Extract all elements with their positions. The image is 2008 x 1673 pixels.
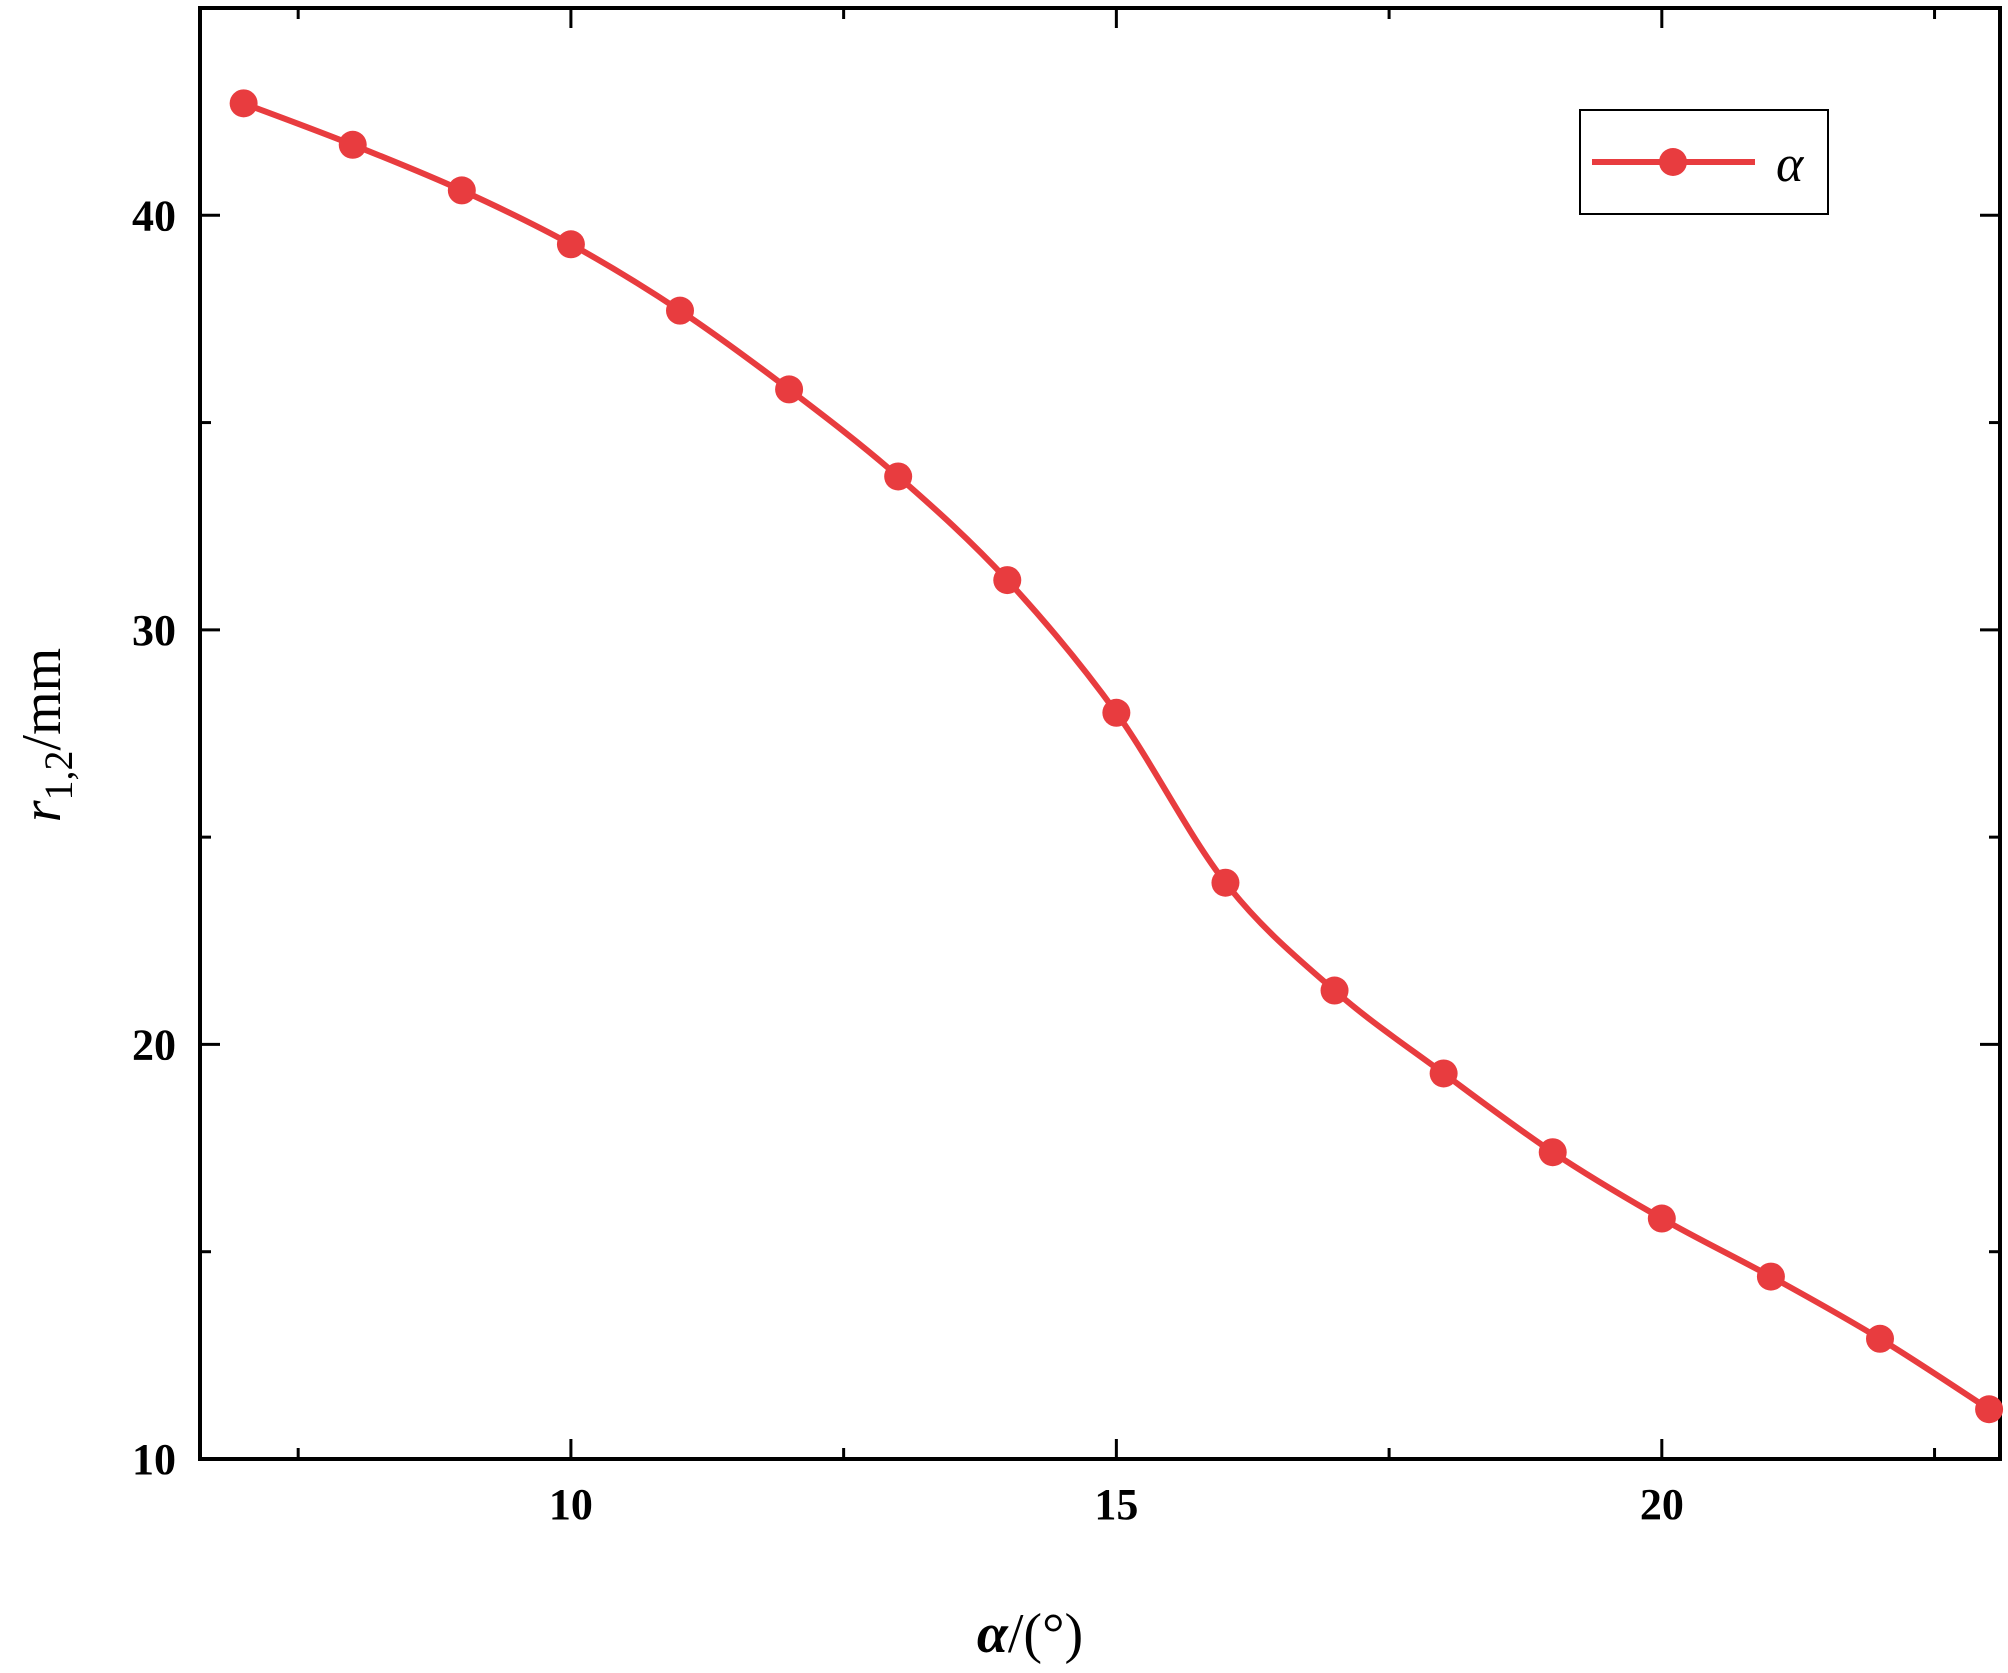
data-point xyxy=(993,566,1022,595)
data-point xyxy=(1102,698,1131,727)
data-point xyxy=(1647,1204,1676,1233)
data-point xyxy=(1538,1138,1567,1167)
data-point xyxy=(1429,1059,1458,1088)
legend-marker-swatch xyxy=(1659,148,1687,176)
plot-area xyxy=(198,6,2002,1461)
series-group xyxy=(229,89,2004,1424)
x-tick-label: 15 xyxy=(1094,1480,1138,1529)
y-tick-label: 10 xyxy=(132,1435,176,1484)
x-axis-symbol: α xyxy=(977,1603,1009,1665)
x-axis-title: α/(°) xyxy=(977,1603,1083,1665)
data-point xyxy=(1211,868,1240,897)
legend-entry-label: α xyxy=(1776,136,1805,193)
legend: α xyxy=(1579,109,1829,215)
data-point xyxy=(884,462,913,491)
axis-ticks: 10 15 20 10 20 30 40 xyxy=(132,8,2000,1529)
y-axis-symbol: r xyxy=(11,800,73,822)
data-point xyxy=(447,176,476,205)
series-line xyxy=(242,100,1991,1412)
y-tick-label: 20 xyxy=(132,1020,176,1069)
y-tick-label: 30 xyxy=(132,606,176,655)
data-point xyxy=(229,89,258,118)
plot-frame xyxy=(198,6,2002,1461)
data-point xyxy=(1866,1324,1894,1353)
y-axis-unit: /mm xyxy=(11,648,73,751)
x-axis-unit: /(°) xyxy=(1008,1603,1083,1665)
data-point xyxy=(775,375,804,404)
x-tick-label: 20 xyxy=(1640,1480,1684,1529)
y-tick-label: 40 xyxy=(132,191,176,240)
data-point xyxy=(1320,976,1349,1005)
y-axis-title: r1,2/mm xyxy=(11,648,81,822)
x-tick-label: 10 xyxy=(549,1480,593,1529)
data-point xyxy=(1975,1395,2004,1424)
data-point xyxy=(666,296,694,325)
data-point xyxy=(338,130,367,159)
data-point xyxy=(556,230,585,259)
y-axis-subscript: 1,2 xyxy=(36,750,81,800)
data-point xyxy=(1756,1262,1785,1291)
